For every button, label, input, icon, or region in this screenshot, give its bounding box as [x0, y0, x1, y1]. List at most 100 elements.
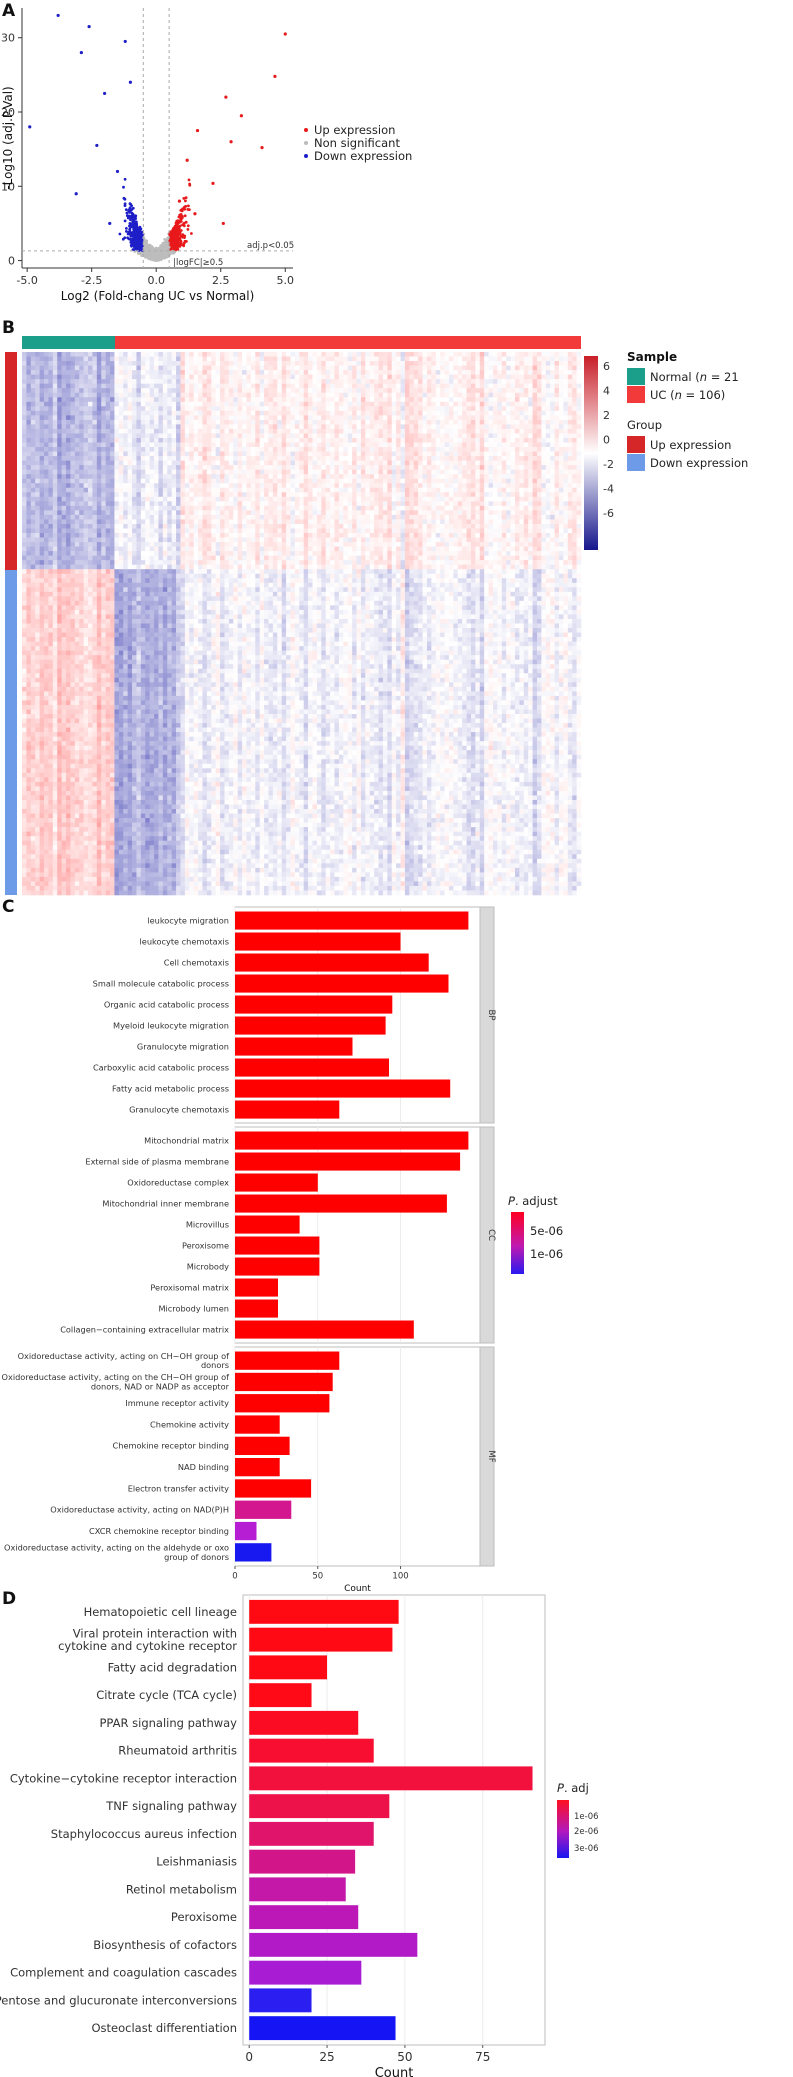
heatmap-cell [519, 410, 525, 416]
heatmap-cell [523, 370, 529, 375]
heatmap-cell [193, 365, 199, 371]
heatmap-cell [290, 397, 296, 403]
volcano-legend: Up expression Non significant Down expre… [304, 123, 412, 163]
heatmap-cell [316, 410, 322, 416]
heatmap-cell [158, 428, 164, 434]
heatmap-cell [356, 356, 362, 362]
heatmap-cell [303, 406, 309, 412]
heatmap-cell [211, 374, 216, 380]
heatmap-cell [431, 392, 437, 398]
heatmap-cell [96, 370, 102, 375]
heatmap-cell [567, 406, 573, 412]
heatmap-cell [193, 401, 199, 407]
heatmap-cell [123, 433, 128, 439]
heatmap-cell [35, 410, 40, 416]
heatmap-cell [510, 365, 516, 371]
heatmap-cell [57, 433, 62, 439]
heatmap-cell [70, 356, 76, 362]
heatmap-cell [96, 410, 102, 416]
heatmap-cell [330, 361, 335, 366]
heatmap-cell [123, 383, 128, 389]
heatmap-cell [167, 424, 172, 430]
heatmap-cell [422, 406, 428, 412]
heatmap-cell [554, 406, 560, 412]
heatmap-cell [303, 361, 309, 366]
heatmap-cell [224, 419, 230, 425]
heatmap-cell [550, 383, 555, 389]
heatmap-cell [26, 352, 32, 357]
heatmap-cell [228, 374, 234, 380]
heatmap-cell [343, 424, 349, 430]
heatmap-cell [492, 356, 498, 362]
volcano-point [118, 232, 122, 236]
heatmap-cell [127, 356, 133, 362]
heatmap-cell [352, 392, 357, 398]
heatmap-cell [356, 365, 362, 371]
heatmap-cell [422, 401, 428, 407]
heatmap-cell [132, 370, 137, 375]
heatmap-cell [312, 388, 318, 394]
heatmap-cell [39, 401, 45, 407]
heatmap-cell [286, 419, 291, 425]
heatmap-cell [378, 428, 384, 434]
heatmap-cell [391, 428, 397, 434]
heatmap-cell [321, 352, 327, 357]
heatmap-cell [338, 374, 344, 380]
heatmap-cell [176, 419, 181, 425]
heatmap-cell [224, 392, 230, 398]
heatmap-cell [206, 428, 212, 434]
heatmap-cell [572, 401, 577, 407]
volcano-point [137, 233, 140, 237]
heatmap-cell [426, 379, 432, 384]
heatmap-cell [189, 388, 194, 394]
heatmap-cell [409, 392, 415, 398]
heatmap-cell [211, 388, 216, 394]
heatmap-cell [466, 415, 472, 421]
heatmap-cell [453, 370, 459, 375]
heatmap-cell [303, 379, 309, 384]
heatmap-cell [325, 352, 331, 357]
heatmap-cell [308, 383, 313, 389]
heatmap-cell [180, 433, 186, 439]
heatmap-cell [444, 379, 450, 384]
heatmap-cell [382, 419, 388, 425]
heatmap-cell [325, 419, 331, 425]
heatmap-cell [347, 406, 353, 412]
heatmap-cell [92, 397, 98, 403]
heatmap-cell [334, 374, 340, 380]
heatmap-cell [523, 365, 529, 371]
heatmap-cell [431, 388, 437, 394]
heatmap-cell [558, 370, 564, 375]
heatmap-cell [431, 352, 437, 357]
heatmap-cell [264, 361, 269, 366]
heatmap-cell [96, 428, 102, 434]
heatmap-cell [92, 392, 98, 398]
heatmap-cell [400, 419, 406, 425]
heatmap-cell [466, 365, 472, 371]
heatmap-cell [158, 401, 164, 407]
heatmap-cell [440, 415, 445, 421]
heatmap-cell [488, 379, 494, 384]
heatmap-cell [198, 415, 203, 421]
heatmap-cell [343, 401, 349, 407]
heatmap-cell [334, 406, 340, 412]
heatmap-cell [176, 361, 181, 366]
heatmap-cell [365, 383, 371, 389]
heatmap-cell [44, 397, 49, 403]
volcano-point [156, 251, 160, 255]
heatmap-cell [250, 374, 256, 380]
heatmap-cell [149, 433, 155, 439]
heatmap-cell [360, 388, 366, 394]
heatmap-cell [70, 401, 76, 407]
heatmap-cell [510, 406, 516, 412]
heatmap-cell [96, 365, 102, 371]
heatmap-cell [158, 365, 164, 371]
heatmap-cell [510, 356, 516, 362]
heatmap-cell [418, 370, 423, 375]
heatmap-cell [299, 356, 304, 362]
heatmap-cell [536, 428, 542, 434]
heatmap-cell [44, 365, 49, 371]
volcano-point [184, 196, 188, 200]
heatmap-cell [79, 383, 84, 389]
